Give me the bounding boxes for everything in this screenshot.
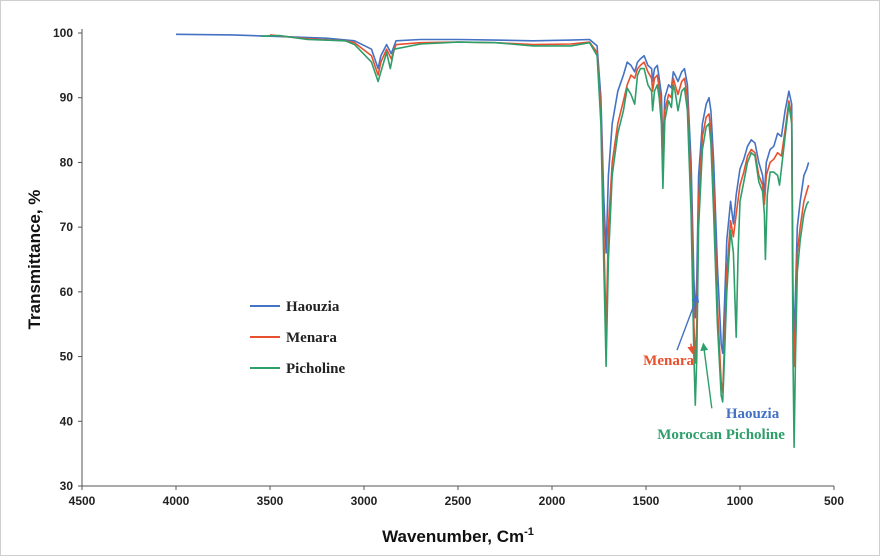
x-tick-label: 2500 (445, 494, 472, 508)
annotations: Menara Haouzia Moroccan Picholine (643, 294, 785, 443)
y-tick-label: 90 (60, 91, 74, 105)
annotation-arrow (687, 343, 696, 355)
y-tick-label: 30 (60, 479, 74, 493)
x-tick-label: 1500 (633, 494, 660, 508)
x-axis-title-text: Wavenumber, Cm (382, 527, 524, 546)
y-tick-label: 100 (53, 26, 73, 40)
legend: Haouzia Menara Picholine (250, 299, 346, 377)
x-axis-title: Wavenumber, Cm-1 (382, 526, 534, 546)
series-lines (175, 33, 810, 448)
x-tick-label: 4500 (69, 494, 96, 508)
annotation-arrow (700, 342, 713, 409)
x-tick-label: 3000 (351, 494, 378, 508)
legend-label-menara: Menara (286, 330, 337, 346)
x-tick-label: 3500 (257, 494, 284, 508)
y-axis-title: Transmittance, % (25, 190, 44, 330)
x-tick-label: 2000 (539, 494, 566, 508)
legend-label-picholine: Picholine (286, 361, 346, 377)
x-tick-label: 1000 (727, 494, 754, 508)
x-axis-title-superscript: -1 (524, 526, 534, 538)
y-tick-label: 80 (60, 155, 74, 169)
y-tick-label: 70 (60, 220, 74, 234)
legend-label-haouzia: Haouzia (286, 299, 340, 315)
y-tick-label: 60 (60, 285, 74, 299)
axes: 30 40 50 60 70 80 90 100 4500 4000 3500 3000 2500 200… (53, 26, 844, 508)
annotation-label: Menara (643, 353, 694, 369)
series-line-menara (269, 34, 810, 393)
series-line-haouzia (175, 33, 810, 355)
y-tick-label: 40 (60, 414, 74, 428)
annotation-label: Haouzia (726, 406, 780, 422)
x-tick-label: 4000 (163, 494, 190, 508)
series-line-picholine (260, 34, 810, 448)
annotation-label: Moroccan Picholine (657, 427, 785, 443)
x-tick-label: 500 (824, 494, 844, 508)
annotation-arrow (676, 294, 699, 351)
y-tick-label: 50 (60, 350, 74, 364)
